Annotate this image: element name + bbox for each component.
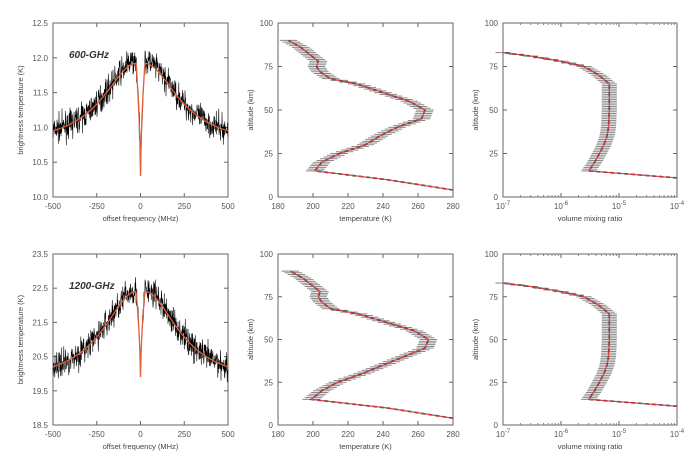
y-tick-label: 18.5 (32, 421, 48, 430)
x-tick-label: 200 (306, 430, 320, 439)
x-axis-label: temperature (K) (339, 442, 392, 451)
y-tick-label: 100 (260, 19, 274, 28)
y-tick-label: 75 (489, 63, 498, 72)
y-axis-label: altitude (km) (471, 318, 480, 360)
x-tick-label: 500 (221, 430, 235, 439)
band-annotation: 600-GHz (69, 50, 109, 61)
y-tick-label: 50 (489, 106, 498, 115)
y-tick-label: 50 (264, 336, 273, 345)
series-true (502, 52, 678, 179)
x-tick-label: 250 (178, 202, 192, 211)
x-axis-label: volume mixing ratio (558, 442, 623, 451)
y-tick-label: 75 (489, 293, 498, 302)
x-tick-label: 180 (271, 202, 285, 211)
x-tick-label: 10-4 (670, 429, 685, 439)
y-axis-label: brightness temperature (K) (16, 294, 25, 384)
y-tick-label: 23.5 (32, 250, 48, 259)
x-tick-label: 10-6 (554, 429, 569, 439)
x-axis-label: volume mixing ratio (558, 214, 623, 223)
x-tick-exponent: -5 (621, 201, 627, 207)
x-tick-label: 10-5 (612, 201, 627, 211)
x-tick-label: 0 (138, 202, 143, 211)
x-axis-label: temperature (K) (339, 214, 392, 223)
y-tick-label: 0 (494, 421, 499, 430)
y-tick-label: 100 (260, 250, 274, 259)
y-tick-label: 10.0 (32, 193, 48, 202)
x-tick-label: -250 (89, 202, 106, 211)
y-tick-label: 75 (264, 63, 273, 72)
x-tick-label: 10-7 (496, 429, 511, 439)
x-tick-label: 260 (411, 430, 425, 439)
x-tick-label: 0 (138, 430, 143, 439)
x-tick-label: 10-7 (496, 201, 511, 211)
x-tick-label: 260 (411, 202, 425, 211)
y-tick-label: 0 (494, 193, 499, 202)
series-true (502, 282, 678, 407)
panel-temperature-5: 180 200 220 240 260 280 0 25 50 75 100 temperature … (246, 250, 460, 451)
series-fit (52, 62, 229, 177)
y-tick-label: 25 (264, 378, 273, 387)
x-tick-exponent: -7 (505, 201, 511, 207)
panel-spectrum-4: -500 -250 0 250 500 18.5 19.5 20.5 21.5 22.5 23.5 o… (16, 250, 235, 451)
plot-frame (52, 253, 229, 426)
y-tick-label: 19.5 (32, 387, 48, 396)
y-tick-label: 100 (485, 250, 499, 259)
x-tick-exponent: -4 (679, 429, 685, 435)
x-tick-exponent: -7 (505, 429, 511, 435)
x-tick-label: -500 (45, 202, 62, 211)
y-tick-label: 75 (264, 293, 273, 302)
y-axis-label: altitude (km) (246, 318, 255, 360)
y-tick-label: 12.0 (32, 54, 48, 63)
x-tick-label: 220 (341, 430, 355, 439)
x-tick-exponent: -4 (679, 201, 685, 207)
y-tick-label: 100 (485, 19, 499, 28)
band-annotation: 1200-GHz (69, 281, 115, 292)
y-tick-label: 10.5 (32, 158, 48, 167)
series-true (288, 39, 454, 191)
y-tick-label: 25 (489, 378, 498, 387)
y-tick-label: 21.5 (32, 318, 48, 327)
x-tick-label: 240 (376, 430, 390, 439)
x-tick-label: 180 (271, 430, 285, 439)
y-tick-label: 12.5 (32, 19, 48, 28)
panel-vmr-6: 10-7 10-6 10-5 10-4 0 25 50 75 100 volume mixing … (471, 250, 685, 451)
x-tick-label: 10-5 (612, 429, 627, 439)
y-tick-label: 22.5 (32, 284, 48, 293)
series-true (290, 270, 454, 419)
x-tick-label: 280 (446, 202, 460, 211)
y-tick-label: 11.0 (33, 123, 49, 132)
x-tick-label: -250 (89, 430, 106, 439)
x-tick-label: 200 (306, 202, 320, 211)
y-axis-label: altitude (km) (246, 89, 255, 131)
x-tick-label: 220 (341, 202, 355, 211)
y-tick-label: 11.5 (33, 89, 49, 98)
y-tick-label: 25 (489, 150, 498, 159)
y-axis-label: altitude (km) (471, 89, 480, 131)
x-tick-label: 10-6 (554, 201, 569, 211)
y-tick-label: 0 (269, 421, 274, 430)
y-tick-label: 0 (269, 193, 274, 202)
y-tick-label: 50 (489, 336, 498, 345)
y-tick-label: 20.5 (32, 353, 48, 362)
x-tick-label: -500 (45, 430, 62, 439)
x-tick-label: 10-4 (670, 201, 685, 211)
y-tick-label: 50 (264, 106, 273, 115)
x-tick-label: 240 (376, 202, 390, 211)
panel-spectrum-1: -500 -250 0 250 500 10.0 10.5 11.0 11.5 12.0 12.5 o… (16, 19, 235, 223)
x-tick-label: 500 (221, 202, 235, 211)
x-axis-label: offset frequency (MHz) (103, 214, 179, 223)
y-tick-label: 25 (264, 150, 273, 159)
x-tick-label: 280 (446, 430, 460, 439)
y-axis-label: brightness temperature (K) (16, 65, 25, 155)
x-tick-exponent: -6 (563, 201, 569, 207)
panel-vmr-3: 10-7 10-6 10-5 10-4 0 25 50 75 100 volume mixing … (471, 19, 685, 223)
x-tick-exponent: -5 (621, 429, 627, 435)
series-fit (52, 290, 229, 378)
x-axis-label: offset frequency (MHz) (103, 442, 179, 451)
x-tick-exponent: -6 (563, 429, 569, 435)
panel-temperature-2: 180 200 220 240 260 280 0 25 50 75 100 temperature … (246, 19, 460, 223)
x-tick-label: 250 (178, 430, 192, 439)
